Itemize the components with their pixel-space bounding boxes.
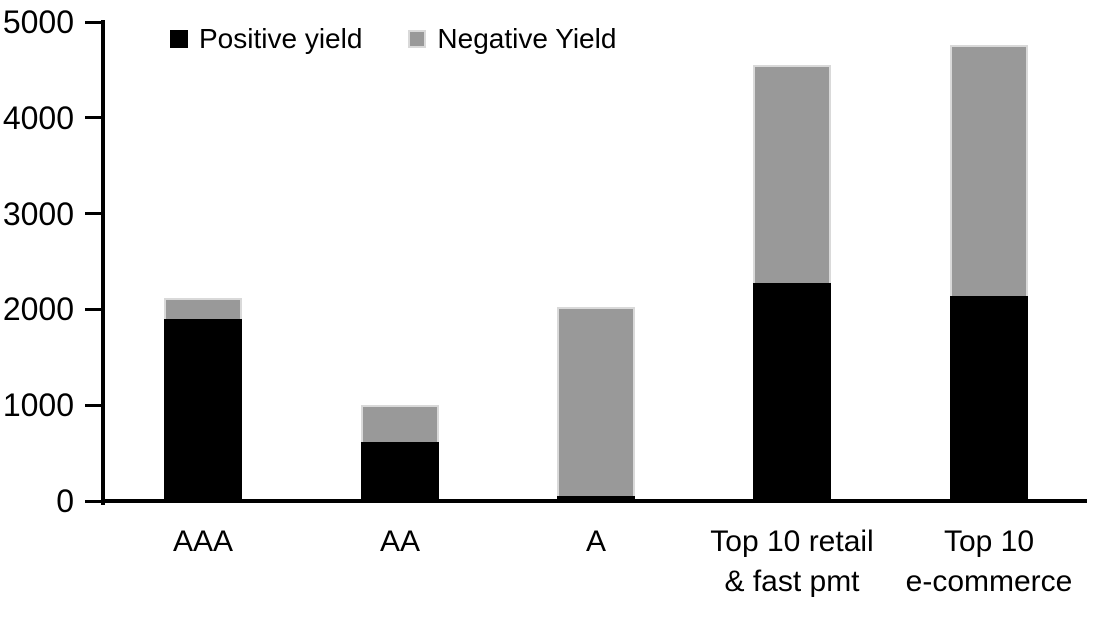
legend-label-negative: Negative Yield <box>437 23 617 54</box>
legend: Positive yield Negative Yield <box>170 22 616 56</box>
y-axis-line <box>101 20 105 505</box>
category-label: Top 10 e-commerce <box>905 525 1073 598</box>
y-tick-mark <box>85 116 101 120</box>
y-tick-label: 0 <box>56 483 74 519</box>
bar-segment-positive-yield <box>361 441 439 501</box>
bar-segment-negative-yield <box>753 65 831 283</box>
y-tick-label: 1000 <box>2 387 74 424</box>
x-axis-line <box>101 499 1087 503</box>
y-tick-label: 5000 <box>2 4 74 40</box>
bar-segment-negative-yield <box>164 297 242 319</box>
bar-segment-positive-yield <box>557 496 635 501</box>
legend-item-negative-yield: Negative Yield <box>408 22 616 56</box>
category-label: AA <box>379 525 421 558</box>
y-tick-mark <box>85 212 101 216</box>
bar-segment-negative-yield <box>950 44 1028 296</box>
category-label: A <box>585 525 606 558</box>
category-label: AAA <box>172 525 234 558</box>
y-tick-mark <box>85 403 101 407</box>
bar-segment-negative-yield <box>557 306 635 497</box>
legend-swatch-negative-icon <box>408 30 427 48</box>
bar-segment-positive-yield <box>164 318 242 501</box>
legend-item-positive-yield: Positive yield <box>170 22 362 56</box>
y-tick-mark <box>85 499 101 503</box>
y-tick-label: 2000 <box>2 291 74 328</box>
bar-segment-positive-yield <box>950 295 1028 501</box>
y-tick-mark <box>85 307 101 311</box>
category-label: Top 10 retail & fast pmt <box>710 525 874 598</box>
legend-label-positive: Positive yield <box>199 23 363 54</box>
bar-segment-negative-yield <box>361 405 439 442</box>
legend-swatch-positive-icon <box>170 30 188 48</box>
y-tick-label: 3000 <box>2 195 74 232</box>
y-tick-label: 4000 <box>2 99 74 136</box>
y-tick-mark <box>85 20 101 24</box>
bar-segment-positive-yield <box>753 282 831 501</box>
